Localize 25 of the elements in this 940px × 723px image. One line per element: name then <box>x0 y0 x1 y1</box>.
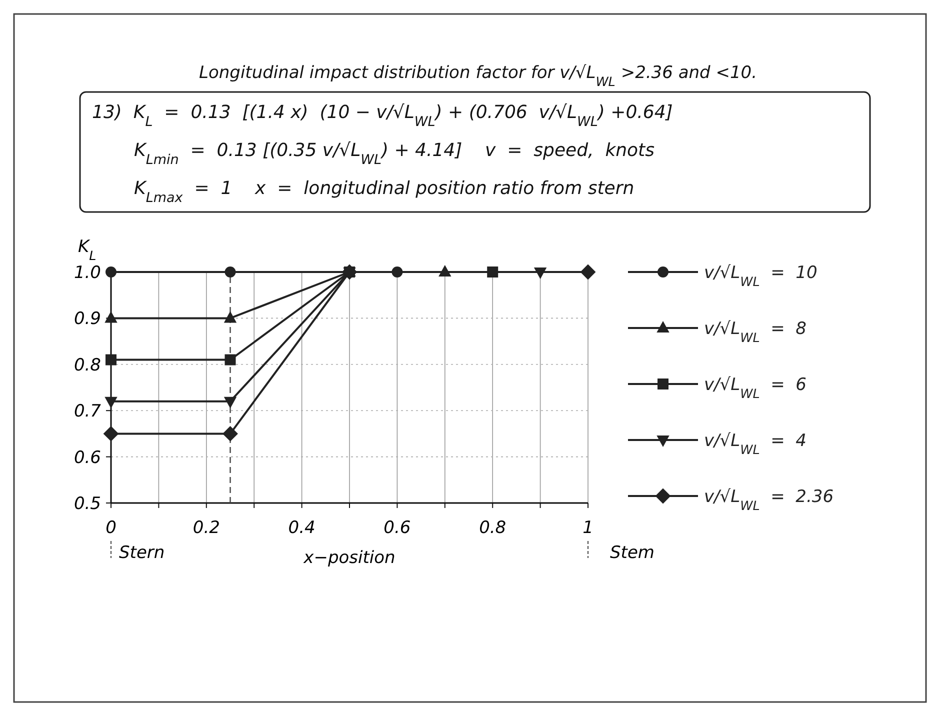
y-tick-label: 1.0 <box>74 263 101 283</box>
text: K$_{Lmax}$ = 1 x = longitudinal position ratio from stern <box>134 178 634 206</box>
x-tick-label: 0.4 <box>288 518 316 538</box>
x-axis-title: x−position <box>302 548 396 568</box>
legend-label: v/√L$_{WL}$ = 2.36 <box>704 487 834 514</box>
x-tick-label: 0.8 <box>479 518 506 538</box>
y-tick-label: 0.8 <box>74 355 102 376</box>
legend-label: v/√L$_{WL}$ = 6 <box>704 375 807 402</box>
legend-label: v/√L$_{WL}$ = 4 <box>704 431 806 458</box>
y-tick-label: 0.6 <box>74 448 102 468</box>
chart-title: Longitudinal impact distribution factor for v/√L$_{WL}$ >2.36 and <10. <box>199 63 757 90</box>
x-tick-label: 0 <box>106 518 116 538</box>
legend-label: v/√L$_{WL}$ = 8 <box>704 319 807 346</box>
x-tick-label: 1 <box>582 518 594 538</box>
text: Stem <box>610 543 654 563</box>
y-tick-label: 0.7 <box>74 402 102 422</box>
text: K$_{Lmin}$ = 0.13 [(0.35 v/√L$_{WL}$) + 4.14] v = speed, knots <box>134 140 654 168</box>
text: Stern <box>119 543 165 563</box>
text: 13) K$_{L}$ = 0.13 [(1.4 x) (10 − v/√L$_{WL}$) + (0.706 v/√L$_{WL}$) +0.64] <box>92 102 673 130</box>
y-tick-label: 0.9 <box>74 309 101 330</box>
y-axis-title: K$_{L}$ <box>78 237 96 264</box>
x-tick-label: 0.2 <box>192 518 220 538</box>
x-tick-label: 0.6 <box>384 518 411 538</box>
legend-label: v/√L$_{WL}$ = 10 <box>704 263 818 290</box>
y-tick-label: 0.5 <box>74 494 101 514</box>
